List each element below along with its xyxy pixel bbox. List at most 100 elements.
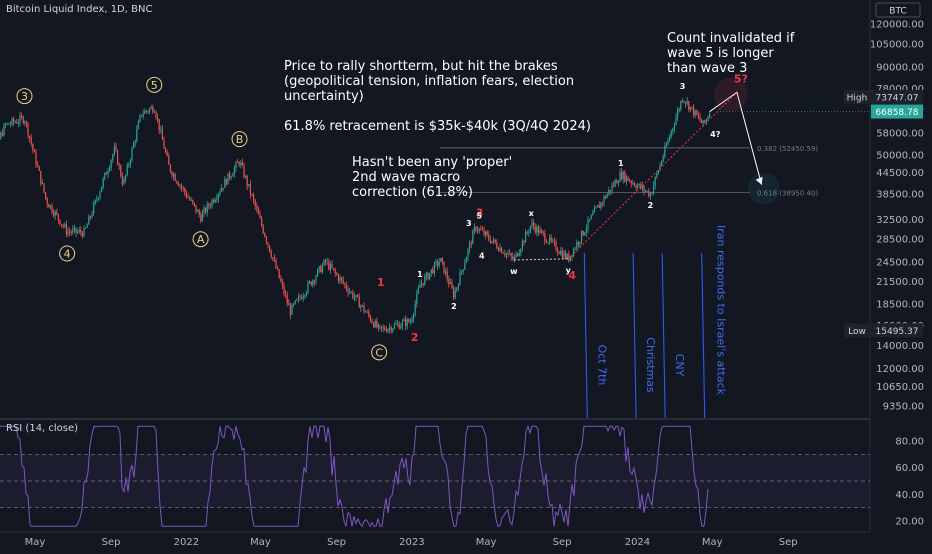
last-price-bg (871, 104, 923, 119)
candle-body (315, 276, 317, 282)
candle-body (510, 253, 512, 257)
candle-body (441, 258, 444, 262)
candle-body (155, 111, 157, 118)
candle-body (184, 188, 186, 193)
candle-body (333, 268, 335, 270)
wave-label: 1 (417, 270, 423, 279)
y-tick-label: 24500.00 (876, 257, 924, 268)
y-tick-label: 10650.00 (876, 382, 924, 393)
candle-body (349, 291, 351, 293)
candle-body (165, 148, 167, 153)
candle-body (400, 326, 402, 329)
candle-body (134, 140, 136, 143)
price-candles (0, 96, 711, 334)
wave-label: y (566, 266, 572, 275)
high-label-bg (844, 89, 870, 104)
x-tick-label: Sep (102, 537, 121, 548)
candle-body (245, 176, 247, 178)
wave-label: 3 (680, 82, 686, 91)
candle-body (528, 231, 530, 233)
candle-body (313, 280, 316, 282)
candle-body (627, 176, 629, 181)
annotation-wave2-note: Hasn't been any 'proper' 2nd wave macro … (352, 155, 513, 200)
candle-body (544, 233, 546, 242)
candle-body (72, 229, 74, 233)
candle-body (613, 185, 615, 187)
y-tick-label: 90000.00 (876, 63, 924, 74)
candle-body (331, 264, 333, 269)
event-label: CNY (673, 354, 686, 377)
candle-body (489, 239, 492, 243)
candle-body (691, 106, 693, 108)
event-line (661, 252, 666, 419)
candle-body (150, 106, 152, 109)
candle-body (211, 199, 213, 207)
candle-body (382, 327, 384, 329)
chart-title: Bitcoin Liquid Index, 1D, BNC (6, 4, 153, 15)
candle-body (265, 236, 268, 243)
candle-body (104, 172, 106, 179)
candle-body (619, 172, 621, 182)
candle-body (325, 260, 327, 262)
wave-label: 5 (476, 212, 482, 221)
candle-body (129, 160, 132, 165)
candle-body (435, 261, 437, 263)
candle-body (494, 239, 496, 243)
candle-body (355, 295, 357, 297)
candle-body (121, 176, 124, 184)
candle-body (448, 279, 450, 285)
candle-body (704, 120, 706, 123)
candle-body (654, 177, 656, 186)
candle-body (393, 324, 396, 329)
candle-body (347, 288, 349, 293)
candle-body (280, 278, 282, 282)
candle-body (462, 269, 464, 272)
candle-body (475, 227, 477, 231)
candle-body (273, 258, 276, 261)
candle-body (3, 124, 5, 136)
candle-body (368, 311, 370, 316)
y-tick-label: 44500.00 (876, 168, 924, 179)
candle-body (443, 261, 445, 274)
candle-body (526, 231, 528, 233)
candle-body (696, 110, 698, 115)
candle-body (389, 327, 391, 330)
rsi-title: RSI (14, close) (6, 423, 79, 434)
annotation-rally-note: Price to rally shortterm, but hit the br… (284, 59, 591, 134)
y-tick-label: 58000.00 (876, 128, 924, 139)
candle-body (485, 231, 487, 236)
candle-body (272, 257, 274, 259)
candle-body (433, 262, 436, 274)
candle-body (8, 123, 10, 125)
candle-body (62, 225, 64, 227)
candle-body (17, 122, 20, 124)
candle-body (24, 121, 26, 123)
candle-body (323, 260, 325, 266)
candle-body (641, 185, 644, 189)
candle-body (217, 193, 220, 199)
wave-label: 5? (734, 72, 748, 85)
candle-body (592, 212, 594, 216)
candle-body (477, 230, 479, 232)
candle-body (40, 170, 42, 184)
candle-body (97, 197, 100, 200)
candle-body (637, 185, 639, 188)
candle-body (187, 197, 189, 198)
candle-body (707, 117, 709, 120)
rsi-tick-label: 80.00 (895, 437, 924, 448)
candle-body (595, 207, 597, 209)
candle-body (288, 303, 290, 306)
candle-body (646, 190, 648, 192)
candle-body (248, 184, 250, 186)
candle-body (45, 192, 47, 199)
candle-body (483, 230, 485, 236)
candle-body (565, 252, 567, 259)
candle-body (80, 229, 82, 233)
y-tick-label: 18500.00 (876, 299, 924, 310)
candle-body (542, 231, 544, 234)
candle-body (329, 264, 332, 270)
candle-body (118, 164, 120, 166)
candle-body (195, 205, 197, 212)
